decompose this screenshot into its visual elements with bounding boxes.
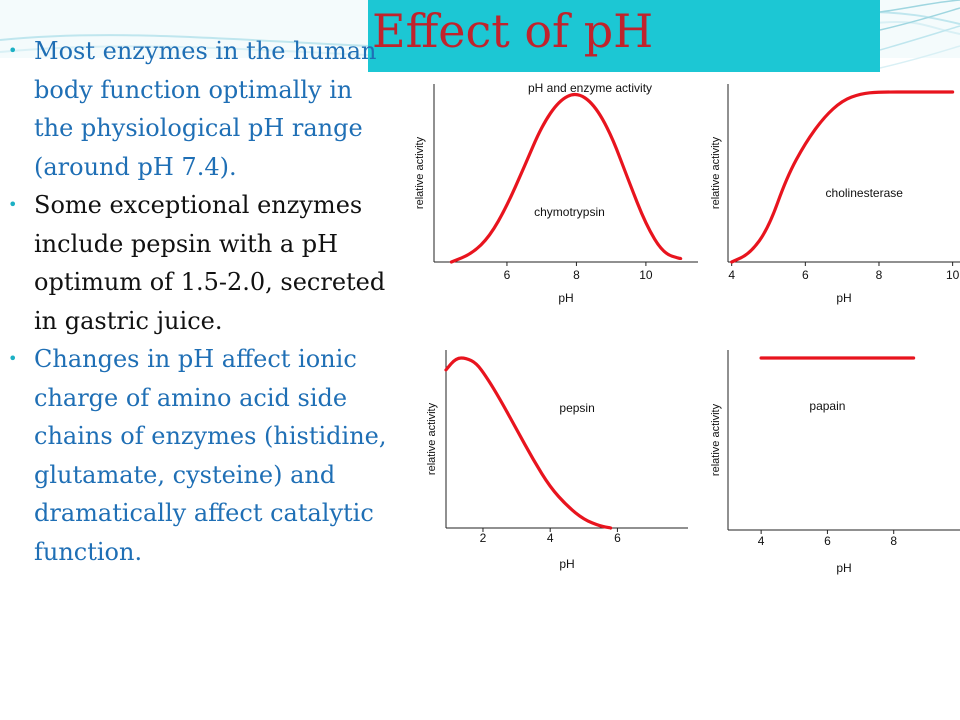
y-axis-label: relative activity	[426, 402, 438, 475]
y-axis-label: relative activity	[710, 136, 722, 209]
ph-enzyme-figure: pH and enzyme activity 6 8 10 pH relative act…	[408, 74, 960, 584]
x-axis-label: pH	[558, 291, 573, 305]
x-tick-label: 4	[547, 531, 554, 545]
x-tick-label: 8	[890, 534, 897, 548]
series-line-pepsin	[444, 356, 613, 530]
x-tick-label: 4	[728, 268, 735, 282]
bullet-item: • Some exceptional enzymes include pepsin…	[6, 186, 396, 340]
x-tick-label: 8	[876, 268, 883, 282]
bullet-item: • Changes in pH affect ionic charge of am…	[6, 340, 396, 571]
x-tick-label: 10	[639, 268, 653, 282]
bullet-icon: •	[8, 349, 18, 368]
bullet-text: Most enzymes in the human body function …	[34, 37, 377, 181]
slide-title: Effect of pH	[372, 4, 654, 58]
x-axis-label: pH	[559, 557, 574, 571]
bullet-text: Changes in pH affect ionic charge of ami…	[34, 345, 387, 566]
ph-enzyme-charts: pH and enzyme activity 6 8 10 pH relative act…	[414, 81, 960, 575]
x-tick-label: 10	[946, 268, 960, 282]
y-axis-label: relative activity	[710, 403, 722, 476]
x-tick-label: 6	[614, 531, 621, 545]
x-tick-label: 6	[824, 534, 831, 548]
x-tick-label: 4	[758, 534, 765, 548]
bullet-list: • Most enzymes in the human body function…	[6, 32, 396, 571]
series-label-chymotrypsin: chymotrypsin	[534, 205, 605, 219]
series-label-pepsin: pepsin	[559, 401, 594, 415]
x-tick-label: 2	[480, 531, 487, 545]
bullet-icon: •	[8, 41, 18, 60]
series-label-cholinesterase: cholinesterase	[826, 186, 904, 200]
y-axis-label: relative activity	[414, 136, 426, 209]
bullet-icon: •	[8, 195, 18, 214]
series-label-papain: papain	[809, 399, 845, 413]
x-tick-label: 6	[802, 268, 809, 282]
series-line-chymotrypsin	[449, 92, 683, 264]
title-banner	[368, 0, 880, 72]
series-line-cholinesterase	[730, 90, 955, 264]
bullet-text: Some exceptional enzymes include pepsin …	[34, 191, 386, 335]
x-tick-label: 8	[573, 268, 580, 282]
figure-title: pH and enzyme activity	[528, 81, 652, 95]
x-tick-label: 6	[504, 268, 511, 282]
x-axis-label: pH	[836, 291, 851, 305]
x-axis-label: pH	[836, 561, 851, 575]
bullet-item: • Most enzymes in the human body function…	[6, 32, 396, 186]
